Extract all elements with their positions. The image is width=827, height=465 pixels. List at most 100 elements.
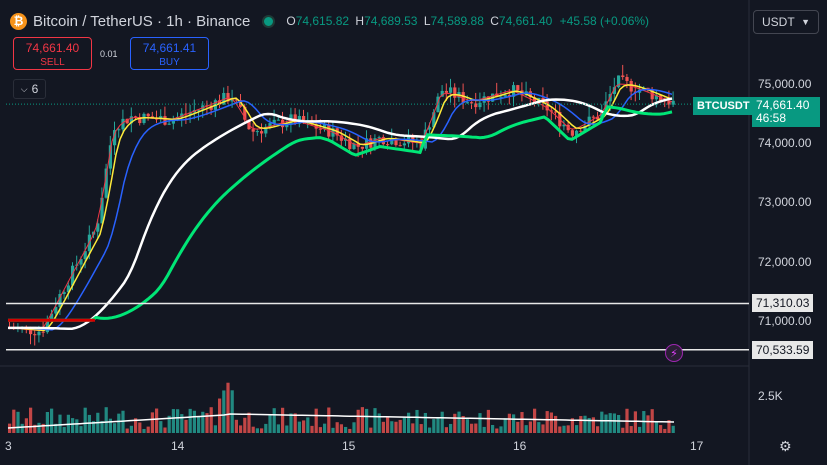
volume-bar xyxy=(314,408,318,433)
volume-bar xyxy=(113,423,117,433)
currency-select[interactable]: USDT ▼ xyxy=(753,10,819,34)
candle-body xyxy=(474,103,478,108)
volume-bar xyxy=(289,413,293,433)
volume-bar xyxy=(226,382,230,433)
symbol-title[interactable]: Bitcoin / TetherUS · 1h · Binance xyxy=(33,12,251,30)
gear-icon[interactable]: ⚙ xyxy=(779,438,792,454)
indicators-toggle[interactable]: ⌵ 6 xyxy=(13,79,46,99)
candle-body xyxy=(650,90,654,100)
lightning-icon[interactable]: ⚡ xyxy=(665,344,683,362)
volume-bar xyxy=(268,415,272,433)
symbol-header: ₿ Bitcoin / TetherUS · 1h · Binance O74,… xyxy=(10,10,649,32)
sell-button[interactable]: 74,661.40 SELL xyxy=(13,37,92,70)
buy-button[interactable]: 74,661.41 BUY xyxy=(130,37,209,70)
volume-bar xyxy=(155,408,159,433)
candle-body xyxy=(617,75,621,88)
price-tick: 73,000.00 xyxy=(758,195,812,209)
candle-body xyxy=(444,90,448,93)
volume-bar xyxy=(365,408,369,433)
candle-body xyxy=(583,125,587,132)
candle-body xyxy=(272,119,276,124)
volume-bar xyxy=(306,417,310,433)
candle-body xyxy=(654,95,658,100)
time-tick: 3 xyxy=(5,439,12,453)
candle-body xyxy=(449,87,453,93)
candle-body xyxy=(390,138,394,145)
indicators-count: 6 xyxy=(31,82,39,96)
volume-bar xyxy=(377,413,381,433)
volume-bar xyxy=(449,423,453,433)
volume-bar xyxy=(436,418,440,433)
volume-bar xyxy=(87,414,91,433)
ma-line-white xyxy=(8,97,673,331)
candle-body xyxy=(29,327,33,335)
candle-body xyxy=(575,130,579,136)
volume-bar xyxy=(142,428,146,433)
volume-bar xyxy=(646,415,650,433)
volume-bar xyxy=(192,410,196,433)
volume-bar xyxy=(545,411,549,433)
candle-body xyxy=(180,113,184,117)
volume-bar xyxy=(407,412,411,433)
volume-bar xyxy=(398,419,402,433)
price-tick: 74,000.00 xyxy=(758,136,812,150)
volume-bar xyxy=(503,418,507,433)
volume-bar xyxy=(344,426,348,433)
volume-bar xyxy=(533,408,537,433)
volume-bar xyxy=(570,418,574,433)
candle-body xyxy=(394,138,398,146)
candle-body xyxy=(222,92,226,105)
volume-bar xyxy=(478,413,482,433)
candle-body xyxy=(386,144,390,146)
volume-bar xyxy=(205,413,209,433)
volume-bar xyxy=(16,411,20,433)
candle-body xyxy=(667,100,671,105)
candle-body xyxy=(125,118,129,124)
volume-bar xyxy=(184,419,188,433)
volume-bar xyxy=(516,421,520,433)
volume-bar xyxy=(335,422,339,433)
volume-bar xyxy=(587,417,591,433)
volume-bar xyxy=(302,420,306,433)
high-value: 74,689.53 xyxy=(364,14,418,28)
volume-bar xyxy=(562,425,566,433)
volume-bar xyxy=(659,425,663,433)
candle-body xyxy=(596,116,600,120)
volume-bar xyxy=(596,426,600,433)
volume-bar xyxy=(243,417,247,433)
volume-bar xyxy=(415,409,419,433)
candle-body xyxy=(54,306,58,314)
candle-body xyxy=(197,109,201,111)
volume-bar xyxy=(381,421,385,433)
volume-bar xyxy=(520,412,524,433)
ma-line-yellow xyxy=(8,84,673,332)
candle-body xyxy=(268,123,272,127)
volume-bar xyxy=(461,416,465,433)
candle-body xyxy=(348,138,352,149)
volume-bar xyxy=(41,423,45,433)
candle-body xyxy=(96,223,100,232)
candle-body xyxy=(113,130,117,146)
candle-body xyxy=(50,313,54,320)
volume-bar xyxy=(310,425,314,433)
volume-bar xyxy=(293,413,297,433)
volume-bar xyxy=(327,407,331,433)
change-value: +45.58 (+0.06%) xyxy=(559,14,650,28)
volume-bar xyxy=(465,419,469,433)
level-tag[interactable]: 70,533.59 xyxy=(752,341,814,359)
volume-bar xyxy=(591,417,595,433)
candle-body xyxy=(339,135,343,141)
volume-bar xyxy=(356,409,360,433)
volume-bar xyxy=(281,407,285,433)
chevron-down-icon: ⌵ xyxy=(20,83,28,94)
volume-bar xyxy=(507,413,511,433)
candle-body xyxy=(218,100,222,105)
volume-bar xyxy=(171,409,175,433)
currency-value: USDT xyxy=(762,15,795,29)
volume-bar xyxy=(167,415,171,433)
volume-bar xyxy=(146,426,150,433)
level-tag[interactable]: 71,310.03 xyxy=(752,294,814,312)
candle-body xyxy=(104,168,108,198)
volume-bar xyxy=(566,425,570,433)
